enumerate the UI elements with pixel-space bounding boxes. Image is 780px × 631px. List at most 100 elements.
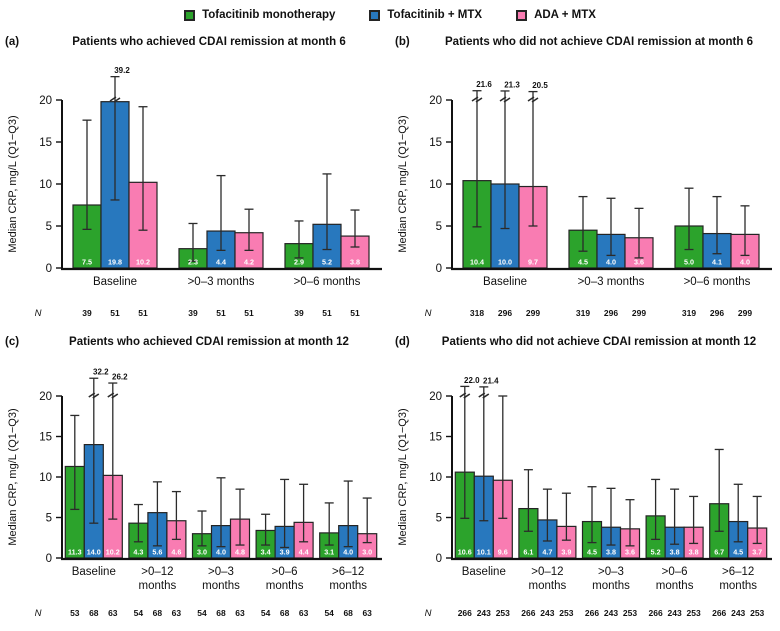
- axis-break-icon: [113, 97, 121, 103]
- axis-break-icon: [92, 393, 100, 399]
- y-tick-label: 10: [39, 179, 52, 191]
- q3-break-label: 21.3: [504, 80, 520, 89]
- panel-title: Patients who did not achieve CDAI remiss…: [441, 336, 757, 348]
- bar-value-label: 4.7: [542, 548, 552, 557]
- n-value: 243: [731, 608, 745, 618]
- bar-value-label: 5.2: [322, 258, 332, 267]
- bar-value-label: 3.8: [350, 258, 360, 267]
- n-value: 266: [585, 608, 599, 618]
- y-tick-label: 20: [39, 391, 52, 403]
- panel-b-chart: 0 5 10 15 20 Median CRP, mg/L (Q1−Q3) 21.6 10.4…: [397, 80, 772, 319]
- bar-value-label: 10.2: [106, 548, 120, 557]
- axis-break-icon: [459, 392, 467, 398]
- n-value: 68: [89, 608, 99, 618]
- panel-title: Patients who achieved CDAI remission at …: [69, 336, 349, 348]
- bar-value-label: 3.7: [752, 548, 762, 557]
- n-value: 299: [738, 308, 752, 318]
- bar-value-label: 4.4: [216, 258, 226, 267]
- x-group-label: Baseline: [462, 566, 506, 578]
- axis-break-icon: [88, 392, 96, 398]
- n-value: 51: [322, 308, 332, 318]
- n-value: 299: [632, 308, 646, 318]
- panel-c-header: (c) Patients who achieved CDAI remission…: [0, 330, 390, 356]
- chart-legend: Tofacitinib monotherapy Tofacitinib + MT…: [0, 0, 780, 30]
- bar-value-label: 4.2: [244, 258, 254, 267]
- y-tick-label: 15: [429, 137, 442, 149]
- n-row-label: N: [35, 608, 42, 619]
- bar-value-label: 3.4: [261, 548, 271, 557]
- bar-value-label: 4.0: [740, 258, 750, 267]
- y-tick-label: 15: [429, 432, 442, 444]
- n-value: 63: [362, 608, 372, 618]
- bar-value-label: 14.0: [87, 548, 101, 557]
- bar-value-label: 5.6: [152, 548, 162, 557]
- n-value: 243: [668, 608, 682, 618]
- n-value: 319: [682, 308, 696, 318]
- panel-b: (b) Patients who did not achieve CDAI re…: [390, 30, 780, 330]
- bar-value-label: 2.9: [294, 258, 304, 267]
- panel-c-chart: 0 5 10 15 20 Median CRP, mg/L (Q1−Q3) 11.3 53 32…: [7, 368, 382, 619]
- n-value: 63: [235, 608, 245, 618]
- panel-a-chart: 0 5 10 15 20 Median CRP, mg/L (Q1−Q3) 7.5 39 39.…: [7, 66, 382, 319]
- n-value: 39: [294, 308, 304, 318]
- panel-a-header: (a) Patients who achieved CDAI remission…: [0, 30, 390, 56]
- legend-label: Tofacitinib + MTX: [387, 9, 483, 21]
- bar-value-label: 3.8: [689, 548, 699, 557]
- x-group-label: >0–6 months: [294, 276, 361, 288]
- axis-break-icon: [482, 393, 490, 399]
- n-value: 63: [108, 608, 118, 618]
- panel-d-header: (d) Patients who did not achieve CDAI re…: [390, 330, 780, 356]
- y-axis-label: Median CRP, mg/L (Q1−Q3): [397, 115, 409, 252]
- panel-d: (d) Patients who did not achieve CDAI re…: [390, 330, 780, 631]
- panel-title: Patients who did not achieve CDAI remiss…: [445, 36, 753, 48]
- axis-break-icon: [471, 96, 479, 102]
- y-axis-label: Median CRP, mg/L (Q1−Q3): [7, 115, 19, 252]
- bar-value-label: 4.6: [171, 548, 181, 557]
- n-value: 296: [498, 308, 512, 318]
- y-axis-label: Median CRP, mg/L (Q1−Q3): [397, 408, 409, 545]
- x-group-label: >0–3 months: [188, 276, 255, 288]
- q3-break-label: 26.2: [112, 373, 128, 382]
- n-value: 319: [576, 308, 590, 318]
- y-tick-label: 10: [429, 179, 442, 191]
- bar-value-label: 10.1: [477, 548, 491, 557]
- x-group-label: >0–3 months: [578, 276, 645, 288]
- axis-break-icon: [478, 392, 486, 398]
- bar-value-label: 3.9: [280, 548, 290, 557]
- bar-value-label: 4.8: [235, 548, 245, 557]
- bar-value-label: 4.4: [299, 548, 309, 557]
- x-group-label: >0–3: [598, 566, 624, 578]
- n-value: 51: [350, 308, 360, 318]
- bar-value-label: 6.1: [523, 548, 533, 557]
- y-axis-label: Median CRP, mg/L (Q1−Q3): [7, 408, 19, 545]
- x-group-label: >0–12: [141, 566, 173, 578]
- n-value: 68: [153, 608, 163, 618]
- panel-a: (a) Patients who achieved CDAI remission…: [0, 30, 390, 330]
- y-tick-label: 5: [46, 221, 52, 233]
- bar-value-label: 6.7: [714, 548, 724, 557]
- bar-value-label: 10.4: [470, 258, 484, 267]
- axis-break-icon: [111, 393, 119, 399]
- bar-value-label: 4.3: [133, 548, 143, 557]
- bar-value-label: 10.6: [458, 548, 472, 557]
- bar-value-label: 2.3: [188, 258, 198, 267]
- bar-value-label: 19.8: [108, 258, 122, 267]
- x-group-label: >0–6: [662, 566, 688, 578]
- y-tick-label: 0: [436, 553, 442, 565]
- n-value: 53: [70, 608, 80, 618]
- axis-break-icon: [463, 393, 471, 399]
- bar-value-label: 4.5: [578, 258, 588, 267]
- n-value: 63: [172, 608, 182, 618]
- bar-value-label: 3.8: [670, 548, 680, 557]
- legend-item-ada-mtx: ADA + MTX: [516, 9, 596, 21]
- blue-swatch-icon: [369, 9, 381, 21]
- panel-grid: (a) Patients who achieved CDAI remission…: [0, 30, 780, 631]
- x-group-label: months: [329, 580, 367, 592]
- y-tick-label: 10: [39, 472, 52, 484]
- n-value: 68: [343, 608, 353, 618]
- n-row-label: N: [35, 308, 42, 319]
- y-tick-label: 15: [39, 137, 52, 149]
- y-tick-label: 0: [46, 263, 52, 275]
- panel-letter: (d): [395, 336, 410, 348]
- bar-value-label: 4.5: [587, 548, 597, 557]
